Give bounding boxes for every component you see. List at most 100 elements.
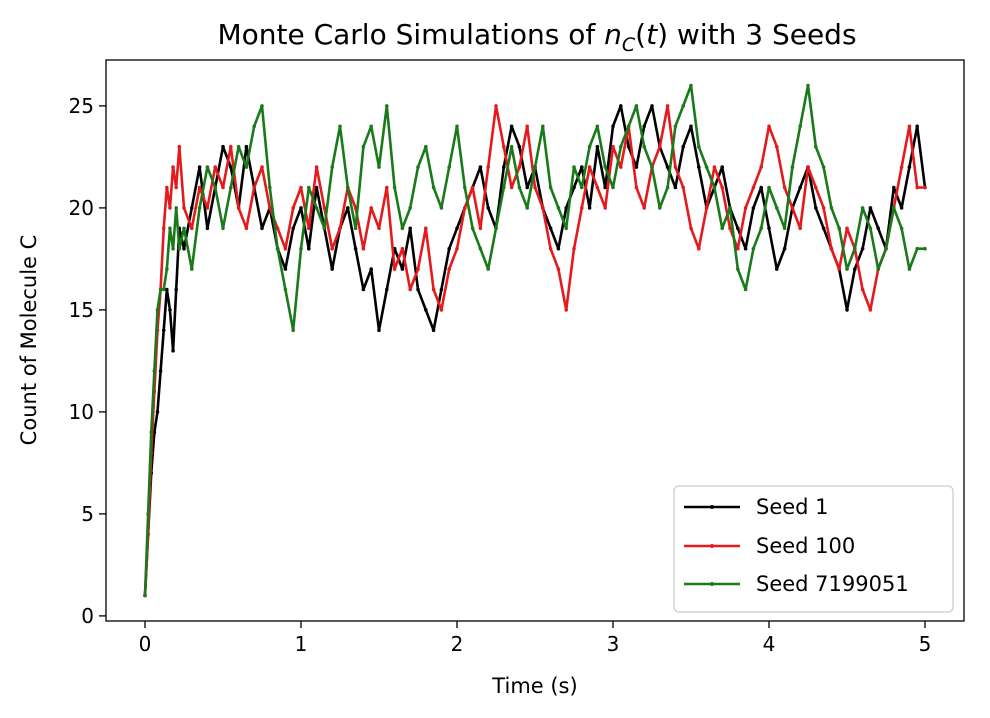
y-axis-label: Count of Molecule C (17, 235, 41, 446)
data-point-seed-1 (205, 226, 210, 231)
data-point-seed-7199051 (525, 206, 529, 210)
data-point-seed-1 (155, 410, 160, 414)
data-point-seed-1 (821, 226, 826, 231)
data-point-seed-1 (291, 226, 296, 231)
data-point-seed-7199051 (681, 104, 685, 108)
data-point-seed-100 (923, 185, 927, 190)
y-tick-label: 15 (69, 298, 94, 322)
data-point-seed-100 (720, 185, 724, 190)
data-point-seed-7199051 (868, 226, 873, 231)
data-point-seed-7199051 (853, 246, 857, 251)
data-point-seed-7199051 (431, 185, 436, 190)
data-point-seed-7199051 (915, 246, 919, 251)
data-point-seed-100 (790, 206, 795, 210)
data-point-seed-1 (736, 226, 740, 231)
series-group (143, 83, 927, 598)
data-point-seed-7199051 (845, 267, 849, 271)
data-point-seed-7199051 (907, 267, 912, 271)
data-point-seed-1 (798, 185, 802, 190)
data-point-seed-100 (190, 226, 194, 231)
data-point-seed-1 (385, 287, 389, 292)
data-point-seed-100 (416, 267, 420, 271)
data-point-seed-1 (634, 165, 639, 169)
data-point-seed-7199051 (704, 165, 709, 169)
data-point-seed-7199051 (782, 226, 787, 231)
data-point-seed-100 (845, 226, 849, 231)
data-point-seed-100 (307, 226, 311, 231)
data-point-seed-100 (587, 165, 592, 169)
data-point-seed-100 (697, 246, 701, 251)
data-point-seed-7199051 (884, 246, 888, 251)
data-point-seed-100 (860, 287, 865, 292)
x-tick-label: 0 (139, 632, 152, 656)
data-point-seed-1 (603, 185, 607, 190)
data-point-seed-100 (821, 206, 826, 210)
data-point-seed-1 (361, 287, 366, 292)
data-point-seed-100 (236, 206, 241, 210)
data-point-seed-7199051 (146, 512, 150, 516)
data-point-seed-100 (424, 226, 428, 231)
data-point-seed-100 (299, 185, 303, 190)
data-point-seed-100 (174, 185, 178, 190)
data-point-seed-1 (580, 165, 584, 169)
data-point-seed-100 (743, 206, 748, 210)
data-point-seed-7199051 (229, 185, 233, 190)
data-point-seed-1 (626, 144, 631, 149)
data-point-seed-1 (775, 267, 779, 271)
title-math-open: ( (635, 18, 646, 51)
data-point-seed-100 (548, 246, 553, 251)
data-point-seed-7199051 (619, 144, 623, 149)
data-point-seed-100 (814, 185, 818, 190)
data-point-seed-7199051 (556, 206, 561, 210)
data-point-seed-100 (165, 185, 169, 190)
data-point-seed-100 (213, 165, 217, 169)
data-point-seed-100 (782, 185, 787, 190)
data-point-seed-7199051 (244, 165, 249, 169)
x-tick-label: 2 (451, 632, 464, 656)
data-point-seed-1 (307, 246, 311, 251)
data-point-seed-1 (572, 185, 576, 190)
data-point-seed-7199051 (400, 226, 405, 231)
data-point-seed-100 (314, 165, 319, 169)
data-point-seed-100 (268, 206, 272, 210)
data-point-seed-1 (353, 246, 358, 251)
data-point-seed-1 (782, 246, 787, 251)
data-point-seed-100 (517, 165, 522, 169)
data-point-seed-7199051 (806, 83, 810, 88)
data-point-seed-1 (899, 206, 904, 210)
data-point-seed-7199051 (634, 104, 639, 108)
data-point-seed-7199051 (152, 369, 157, 373)
data-point-seed-1 (478, 165, 483, 169)
data-point-seed-7199051 (720, 226, 724, 231)
data-point-seed-1 (619, 104, 623, 108)
data-point-seed-1 (587, 206, 592, 210)
data-point-seed-100 (556, 267, 561, 271)
data-point-seed-7199051 (470, 226, 475, 231)
data-point-seed-1 (161, 328, 166, 333)
data-point-seed-1 (720, 165, 724, 169)
data-point-seed-7199051 (767, 185, 771, 190)
data-point-seed-7199051 (252, 124, 256, 129)
data-point-seed-7199051 (798, 124, 802, 129)
y-tick-label: 25 (69, 94, 94, 118)
data-point-seed-1 (283, 267, 288, 271)
data-point-seed-100 (541, 206, 545, 210)
data-point-seed-7199051 (650, 165, 654, 169)
data-point-seed-1 (548, 226, 553, 231)
legend: Seed 1 Seed 100 Seed 7199051 (673, 485, 954, 613)
data-point-seed-100 (580, 206, 584, 210)
data-point-seed-7199051 (533, 165, 537, 169)
data-point-seed-100 (642, 206, 646, 210)
data-point-seed-1 (314, 185, 319, 190)
data-point-seed-7199051 (155, 308, 160, 312)
series-line-seed-7199051 (143, 84, 925, 596)
data-point-seed-7199051 (377, 165, 381, 169)
data-point-seed-1 (260, 226, 264, 231)
data-point-seed-7199051 (346, 185, 350, 190)
data-point-seed-7199051 (478, 246, 483, 251)
data-point-seed-100 (408, 287, 413, 292)
legend-marker-seed-1 (710, 505, 714, 509)
data-point-seed-1 (860, 246, 865, 251)
data-point-seed-7199051 (658, 206, 662, 210)
data-point-seed-7199051 (603, 165, 607, 169)
